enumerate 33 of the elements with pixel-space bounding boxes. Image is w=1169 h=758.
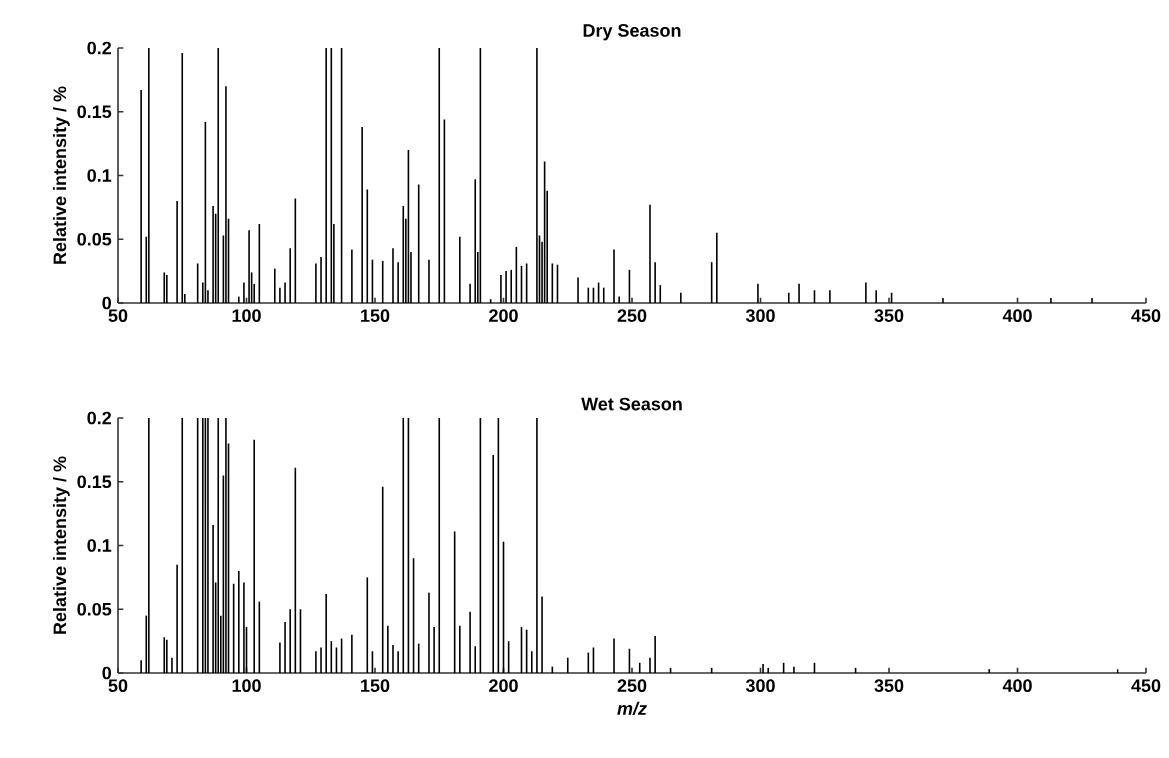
- x-tick-label: 450: [1131, 309, 1161, 322]
- x-tick-label: 300: [745, 309, 775, 323]
- y-tick-label: 0.05: [77, 232, 112, 246]
- x-tick-label: 150: [361, 679, 390, 692]
- y-axis-title: Relative intensity / %: [52, 86, 70, 264]
- y-tick-label: 0.1: [87, 539, 112, 552]
- chart-title: Dry Season: [583, 24, 681, 41]
- y-axis-title: Relative intensity / %: [52, 456, 70, 634]
- y-tick-label: 0.15: [77, 105, 112, 119]
- x-tick-label: 350: [874, 309, 904, 323]
- x-tick-label: 450: [1131, 679, 1161, 692]
- x-tick-label: 150: [361, 309, 390, 322]
- x-axis-title: m/z: [617, 701, 647, 716]
- x-tick-label: 50: [108, 679, 128, 692]
- y-tick-label: 0.2: [87, 411, 112, 425]
- x-tick-label: 200: [489, 679, 518, 692]
- y-tick-label: 0.05: [77, 602, 112, 616]
- y-tick-label: 0: [102, 296, 111, 310]
- x-tick-label: 50: [108, 309, 128, 322]
- y-tick-label: 0.2: [87, 41, 112, 55]
- x-tick-label: 100: [232, 679, 261, 692]
- x-tick-label: 300: [745, 679, 775, 693]
- chart-title: Wet Season: [581, 397, 682, 411]
- y-tick-label: 0.1: [87, 169, 112, 182]
- x-tick-label: 400: [1002, 679, 1032, 692]
- y-tick-label: 0.15: [77, 475, 112, 489]
- x-tick-label: 100: [232, 309, 261, 322]
- x-tick-label: 200: [489, 309, 518, 322]
- x-tick-label: 250: [617, 679, 647, 692]
- x-tick-label: 250: [617, 309, 647, 322]
- y-tick-label: 0: [102, 666, 111, 680]
- x-tick-label: 400: [1002, 309, 1032, 322]
- x-tick-label: 350: [874, 679, 904, 693]
